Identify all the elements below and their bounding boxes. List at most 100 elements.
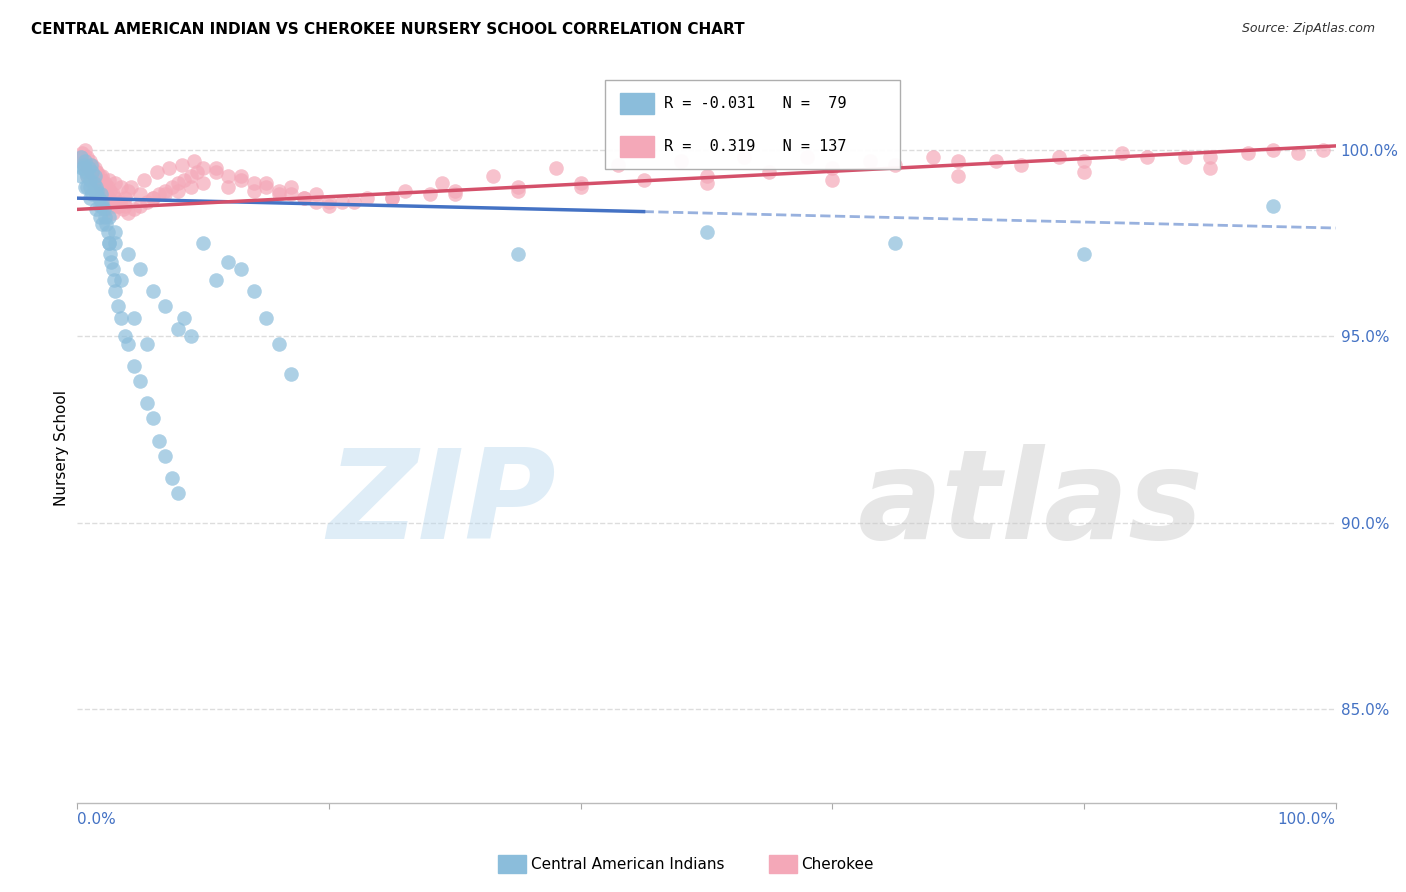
- Text: 100.0%: 100.0%: [1278, 812, 1336, 827]
- Point: [696, 176, 718, 190]
- Point: [292, 191, 315, 205]
- Point: [97, 210, 120, 224]
- Point: [204, 165, 226, 179]
- Point: [145, 165, 167, 179]
- Point: [948, 169, 970, 183]
- Point: [884, 235, 907, 250]
- Point: [191, 176, 215, 190]
- Point: [135, 396, 157, 410]
- Point: [76, 180, 98, 194]
- Point: [167, 486, 190, 500]
- Point: [148, 434, 170, 448]
- Point: [180, 329, 202, 343]
- Point: [114, 329, 136, 343]
- Point: [84, 165, 107, 179]
- Point: [191, 235, 215, 250]
- Point: [167, 184, 190, 198]
- Point: [254, 180, 277, 194]
- Point: [96, 225, 118, 239]
- Point: [70, 150, 93, 164]
- Point: [107, 300, 129, 314]
- Point: [444, 184, 467, 198]
- Point: [696, 225, 718, 239]
- Point: [821, 172, 844, 186]
- Point: [100, 254, 122, 268]
- Text: ZIP: ZIP: [326, 444, 555, 566]
- Point: [148, 187, 170, 202]
- Point: [117, 336, 139, 351]
- Point: [381, 191, 404, 205]
- Text: Central American Indians: Central American Indians: [531, 857, 725, 871]
- Point: [984, 153, 1007, 168]
- Point: [76, 169, 98, 183]
- Point: [75, 158, 97, 172]
- Point: [72, 153, 94, 168]
- Point: [135, 194, 157, 209]
- Point: [87, 191, 110, 205]
- Text: Cherokee: Cherokee: [801, 857, 875, 871]
- Point: [305, 187, 328, 202]
- Point: [77, 161, 100, 176]
- Point: [267, 187, 290, 202]
- Point: [101, 206, 124, 220]
- Point: [104, 285, 127, 299]
- Point: [86, 184, 108, 198]
- Point: [267, 184, 290, 198]
- Point: [1073, 247, 1095, 261]
- Point: [1199, 161, 1222, 176]
- Point: [72, 161, 94, 176]
- Point: [110, 310, 132, 325]
- Point: [1111, 146, 1133, 161]
- Point: [758, 165, 780, 179]
- Point: [104, 191, 127, 205]
- Point: [104, 176, 127, 190]
- Point: [129, 374, 152, 388]
- Point: [90, 180, 112, 194]
- Y-axis label: Nursery School: Nursery School: [53, 390, 69, 507]
- Point: [84, 169, 107, 183]
- Point: [79, 172, 101, 186]
- Point: [91, 217, 114, 231]
- Point: [70, 169, 93, 183]
- Text: CENTRAL AMERICAN INDIAN VS CHEROKEE NURSERY SCHOOL CORRELATION CHART: CENTRAL AMERICAN INDIAN VS CHEROKEE NURS…: [31, 22, 745, 37]
- Point: [97, 235, 120, 250]
- Point: [94, 210, 117, 224]
- Point: [229, 172, 252, 186]
- Text: R = -0.031   N =  79: R = -0.031 N = 79: [664, 96, 846, 111]
- Point: [1174, 150, 1197, 164]
- Point: [107, 199, 129, 213]
- Point: [1286, 146, 1309, 161]
- Point: [76, 150, 98, 164]
- Point: [117, 184, 139, 198]
- Point: [204, 161, 226, 176]
- Point: [142, 191, 165, 205]
- Point: [671, 153, 693, 168]
- Point: [84, 172, 107, 186]
- Point: [155, 184, 177, 198]
- Point: [305, 194, 328, 209]
- Point: [97, 172, 120, 186]
- Text: Source: ZipAtlas.com: Source: ZipAtlas.com: [1241, 22, 1375, 36]
- Point: [91, 194, 114, 209]
- Point: [142, 411, 165, 425]
- Point: [129, 262, 152, 277]
- Point: [87, 176, 110, 190]
- Point: [160, 180, 183, 194]
- Point: [76, 169, 98, 183]
- Point: [167, 322, 190, 336]
- Point: [796, 150, 818, 164]
- Point: [292, 191, 315, 205]
- Point: [173, 172, 195, 186]
- Point: [186, 165, 208, 179]
- Point: [160, 471, 183, 485]
- Point: [89, 210, 111, 224]
- Point: [922, 150, 945, 164]
- Point: [343, 194, 366, 209]
- Point: [1073, 165, 1095, 179]
- Point: [80, 165, 103, 179]
- Point: [1073, 153, 1095, 168]
- Point: [569, 176, 592, 190]
- Point: [173, 310, 195, 325]
- Point: [93, 184, 115, 198]
- Point: [733, 150, 755, 164]
